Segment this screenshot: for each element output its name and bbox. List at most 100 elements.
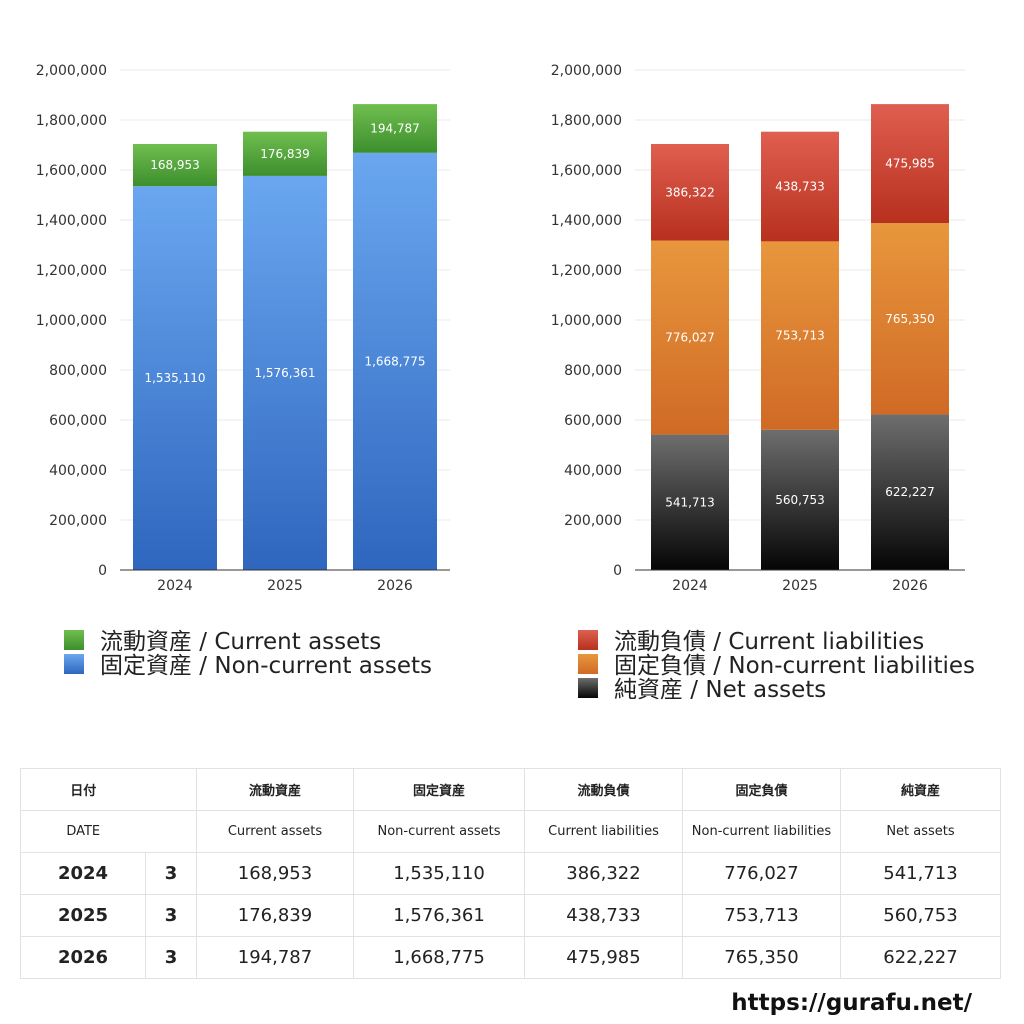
y-tick-label: 1,800,000 — [36, 113, 107, 129]
y-tick-label: 400,000 — [564, 463, 622, 479]
bar-data-label: 753,713 — [775, 329, 825, 343]
bar-data-label: 386,322 — [665, 185, 715, 199]
bar-data-label: 622,227 — [885, 485, 935, 499]
cell-net-assets: 541,713 — [840, 852, 1001, 895]
x-tick-label: 2026 — [377, 578, 413, 594]
header-noncurrent-liabilities-ja: 固定負債 — [682, 768, 841, 811]
row-month: 3 — [145, 852, 197, 895]
table-header-ja: 日付 流動資産 固定資産 流動負債 固定負債 純資産 — [20, 768, 1001, 811]
header-date-en: DATE — [20, 810, 146, 853]
legend-swatch — [64, 630, 84, 650]
charts-area: 0 200,000 400,000 600,000 800,000 1,000,000 1,… — [36, 63, 975, 703]
legend-label: 純資産 / Net assets — [614, 677, 826, 703]
cell-current-liabilities: 475,985 — [524, 936, 683, 979]
header-net-assets-en: Net assets — [840, 810, 1001, 853]
bar-data-label: 1,668,775 — [364, 354, 425, 368]
cell-noncurrent-liabilities: 776,027 — [682, 852, 841, 895]
table-row: 2024 3 168,953 1,535,110 386,322 776,027… — [20, 852, 1001, 895]
bar-data-label: 765,350 — [885, 312, 935, 326]
cell-noncurrent-assets: 1,668,775 — [353, 936, 525, 979]
header-current-liabilities-en: Current liabilities — [524, 810, 683, 853]
bar-segment — [651, 240, 729, 435]
header-noncurrent-assets-en: Non-current assets — [353, 810, 525, 853]
x-tick-label: 2024 — [157, 578, 193, 594]
y-tick-label: 2,000,000 — [551, 63, 622, 79]
cell-net-assets: 622,227 — [840, 936, 1001, 979]
y-tick-label: 800,000 — [49, 363, 107, 379]
table-row: 2026 3 194,787 1,668,775 475,985 765,350… — [20, 936, 1001, 979]
table-row: 2025 3 176,839 1,576,361 438,733 753,713… — [20, 894, 1001, 937]
header-date-ja: 日付 — [20, 768, 146, 811]
row-year: 2026 — [20, 936, 146, 979]
y-tick-label: 1,600,000 — [36, 163, 107, 179]
bar-segment — [761, 131, 839, 242]
y-tick-label: 800,000 — [564, 363, 622, 379]
data-table: 日付 流動資産 固定資産 流動負債 固定負債 純資産 DATE Current … — [20, 768, 1001, 979]
bar-segment — [651, 434, 729, 570]
legend-swatch — [578, 630, 598, 650]
bar-segment — [353, 152, 437, 570]
bar-segment — [133, 186, 217, 570]
header-current-liabilities-ja: 流動負債 — [524, 768, 683, 811]
legend-label: 流動負債 / Current liabilities — [614, 629, 924, 655]
bar-data-label: 776,027 — [665, 331, 715, 345]
legend-swatch — [64, 654, 84, 674]
y-tick-label: 1,000,000 — [551, 313, 622, 329]
y-tick-label: 2,000,000 — [36, 63, 107, 79]
y-tick-label: 0 — [613, 563, 622, 579]
y-tick-label: 0 — [98, 563, 107, 579]
bar-segment — [243, 175, 327, 571]
cell-current-assets: 168,953 — [196, 852, 354, 895]
data-table-container: 日付 流動資産 固定資産 流動負債 固定負債 純資産 DATE Current … — [20, 768, 1001, 979]
bar-segment — [761, 241, 839, 430]
bar-segment — [871, 414, 949, 570]
x-tick-label: 2025 — [782, 578, 818, 594]
y-tick-label: 1,400,000 — [36, 213, 107, 229]
header-noncurrent-liabilities-en: Non-current liabilities — [682, 810, 841, 853]
bar-segment — [871, 104, 949, 224]
legend-label: 固定資産 / Non-current assets — [100, 653, 432, 679]
cell-noncurrent-liabilities: 753,713 — [682, 894, 841, 937]
legend-label: 固定負債 / Non-current liabilities — [614, 653, 975, 679]
bar-segment — [133, 143, 217, 187]
y-tick-label: 600,000 — [49, 413, 107, 429]
bar-data-label: 1,576,361 — [254, 366, 315, 380]
footer-url-link[interactable]: https://gurafu.net/ — [731, 990, 972, 1016]
liabilities-chart: 0 200,000 400,000 600,000 800,000 1,000,000 1,… — [551, 63, 975, 703]
cell-current-liabilities: 438,733 — [524, 894, 683, 937]
bar-segment — [871, 223, 949, 415]
y-tick-label: 200,000 — [564, 513, 622, 529]
y-tick-label: 600,000 — [564, 413, 622, 429]
y-tick-label: 1,800,000 — [551, 113, 622, 129]
cell-noncurrent-liabilities: 765,350 — [682, 936, 841, 979]
bar-data-label: 541,713 — [665, 495, 715, 509]
cell-current-assets: 176,839 — [196, 894, 354, 937]
table-header-en: DATE Current assets Non-current assets C… — [20, 810, 1001, 853]
y-tick-label: 1,400,000 — [551, 213, 622, 229]
cell-net-assets: 560,753 — [840, 894, 1001, 937]
cell-noncurrent-assets: 1,535,110 — [353, 852, 525, 895]
bar-segment — [651, 143, 729, 241]
header-current-assets-en: Current assets — [196, 810, 354, 853]
bar-data-label: 560,753 — [775, 493, 825, 507]
bar-data-label: 176,839 — [260, 147, 310, 161]
legend-swatch — [578, 654, 598, 674]
y-tick-label: 1,600,000 — [551, 163, 622, 179]
row-month: 3 — [145, 936, 197, 979]
cell-noncurrent-assets: 1,576,361 — [353, 894, 525, 937]
y-tick-label: 200,000 — [49, 513, 107, 529]
x-tick-label: 2025 — [267, 578, 303, 594]
legend-swatch — [578, 678, 598, 698]
assets-chart: 0 200,000 400,000 600,000 800,000 1,000,000 1,… — [36, 63, 450, 679]
bar-segment — [761, 429, 839, 570]
cell-current-assets: 194,787 — [196, 936, 354, 979]
bar-data-label: 438,733 — [775, 180, 825, 194]
row-year: 2025 — [20, 894, 146, 937]
row-month: 3 — [145, 894, 197, 937]
x-tick-label: 2024 — [672, 578, 708, 594]
y-tick-label: 1,200,000 — [36, 263, 107, 279]
bar-data-label: 1,535,110 — [144, 371, 205, 385]
cell-current-liabilities: 386,322 — [524, 852, 683, 895]
x-tick-label: 2026 — [892, 578, 928, 594]
header-current-assets-ja: 流動資産 — [196, 768, 354, 811]
